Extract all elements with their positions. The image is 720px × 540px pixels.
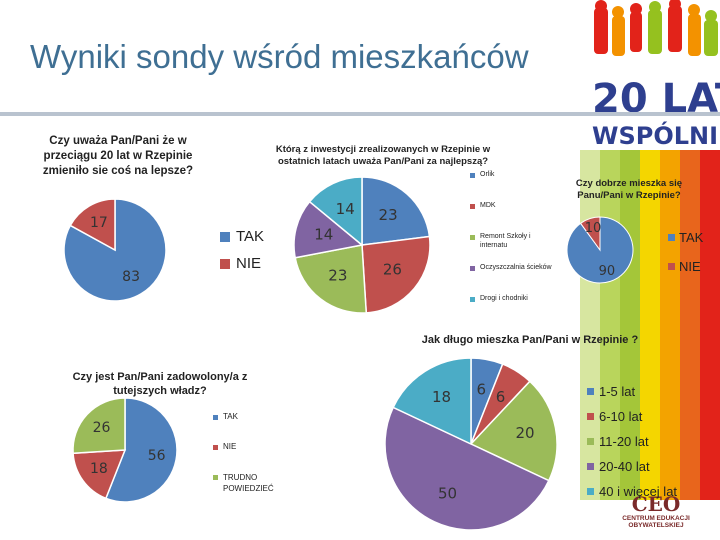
legend-label-drogi: Drogi i chodniki xyxy=(480,295,528,302)
legend-label-6-10: 6-10 lat xyxy=(599,409,643,424)
chart4-legend: TAK NIE TRUDNO POWIEDZIEĆ xyxy=(213,412,293,494)
legend-label-nie-2: NIE xyxy=(679,259,701,274)
data-label: 14 xyxy=(314,226,333,244)
data-label: 6 xyxy=(496,388,506,406)
legend-label-tak-3: TAK xyxy=(223,412,238,421)
legend-label-remont-szkoly: Remont Szkoły i internatu xyxy=(480,233,531,249)
legend-swatch-tak xyxy=(220,232,230,242)
pie-slice-11-20-lat xyxy=(469,380,558,482)
legend-label-nie: NIE xyxy=(236,255,262,272)
ceo-mark: CEO xyxy=(631,492,681,516)
pie-slice-nie xyxy=(579,216,601,252)
chart1-title: Czy uważa Pan/Pani że w przeciągu 20 lat… xyxy=(42,135,194,177)
data-label: 10 xyxy=(585,221,602,236)
pie-slice-40-i-wi-cej-lat xyxy=(392,357,472,446)
pie-slice-orlik xyxy=(361,176,431,246)
chart4-pie: 56 18 26 xyxy=(72,397,178,503)
legend-label-20-40: 20-40 lat xyxy=(599,459,650,474)
data-label: 17 xyxy=(90,215,108,231)
chart2-legend: Orlik MDK Remont Szkoły i internatu Oczy… xyxy=(470,170,575,325)
pie-slice-oczyszczalnia-ciek-w xyxy=(293,200,364,259)
data-label: 6 xyxy=(477,380,487,398)
legend-label-11-20: 11-20 lat xyxy=(599,434,649,449)
slide-title: Wyniki sondy wśród mieszkańców xyxy=(30,38,529,75)
legend-swatch-nie xyxy=(220,259,230,269)
pie-slice-nie xyxy=(69,198,116,252)
pie-slice-nie xyxy=(72,449,127,500)
pie-slice-20-40-lat xyxy=(384,406,550,531)
chart4-title: Czy jest Pan/Pani zadowolony/a z tutejsz… xyxy=(72,371,248,398)
data-label: 23 xyxy=(328,267,347,285)
ceo-logo: CEO CENTRUM EDUKACJI OBYWATELSKIEJ xyxy=(596,493,716,529)
chart5-legend: 1-5 lat 6-10 lat 11-20 lat 20-40 lat 40 … xyxy=(587,384,677,509)
chart5-pie: 6 6 20 50 18 xyxy=(384,357,558,531)
data-label: 20 xyxy=(516,424,535,442)
data-label: 23 xyxy=(379,206,398,224)
data-label: 56 xyxy=(148,448,166,464)
legend-label-tak-2: TAK xyxy=(679,230,704,245)
logo-20-lat-wspolnie: 20 LAT WSPÓLNIE xyxy=(590,0,720,155)
chart3-legend: TAK NIE xyxy=(668,230,703,274)
chart2-title: Którą z inwestycji zrealizowanych w Rzep… xyxy=(275,144,491,168)
legend-label-tak: TAK xyxy=(236,228,265,245)
data-label: 50 xyxy=(438,484,457,502)
data-label: 26 xyxy=(383,261,402,279)
pie-slice-tak xyxy=(104,397,178,503)
chart1-pie: 83 17 xyxy=(63,198,167,302)
title-divider xyxy=(0,112,720,116)
data-label: 26 xyxy=(93,420,111,436)
data-label: 83 xyxy=(122,269,140,285)
chart3-title: Czy dobrze mieszka się Panu/Pani w Rzepi… xyxy=(575,178,683,202)
chart3-pie: 90 10 xyxy=(566,216,634,284)
data-label: 18 xyxy=(432,388,451,406)
data-label: 14 xyxy=(336,200,355,218)
legend-label-trudno: TRUDNO POWIEDZIEĆ xyxy=(223,473,274,493)
chart5-title: Jak długo mieszka Pan/Pani w Rzepinie ? xyxy=(421,334,639,346)
pie-slice-remont-szko-y-i-internatu xyxy=(294,244,368,314)
legend-label-nie-3: NIE xyxy=(223,442,237,451)
legend-label-1-5: 1-5 lat xyxy=(599,384,636,399)
legend-label-orlik: Orlik xyxy=(480,171,495,178)
data-label: 18 xyxy=(90,461,108,477)
ceo-name: CENTRUM EDUKACJI OBYWATELSKIEJ xyxy=(622,515,690,529)
legend-label-oczyszczalnia: Oczyszczalnia ścieków xyxy=(480,264,552,271)
pie-slice-trudno-powiedzie- xyxy=(72,397,126,455)
legend-label-40-plus: 40 i więcej lat xyxy=(599,484,678,499)
legend-label-mdk: MDK xyxy=(480,202,496,209)
chart1-legend: TAK NIE xyxy=(220,228,264,272)
logo-text-wspolnie: WSPÓLNIE xyxy=(592,120,720,150)
pie-slice-drogi-i-chodniki xyxy=(308,176,363,247)
pie-slice-mdk xyxy=(361,235,431,314)
data-label: 90 xyxy=(599,264,616,279)
